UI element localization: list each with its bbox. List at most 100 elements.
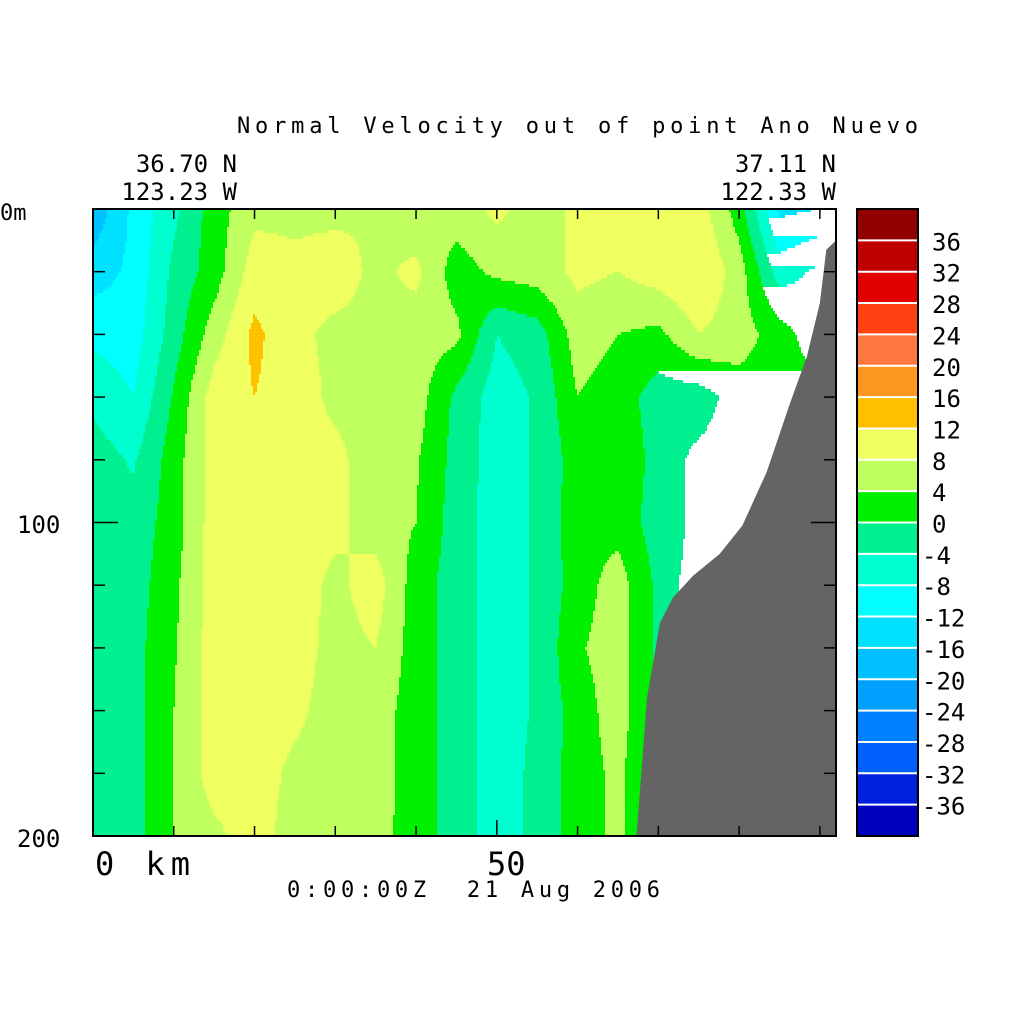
contour-cell <box>417 518 443 521</box>
contour-cell <box>327 230 343 233</box>
contour-cell <box>559 425 641 428</box>
contour-cell <box>561 506 641 509</box>
contour-cell <box>317 347 451 350</box>
contour-cell <box>417 506 443 509</box>
contour-cell <box>239 287 357 290</box>
contour-cell <box>397 707 437 710</box>
contour-cell <box>589 656 629 659</box>
contour-cell <box>165 320 185 323</box>
contour-cell <box>423 434 449 437</box>
contour-cell <box>93 305 145 308</box>
contour-cell <box>559 668 591 671</box>
contour-cell <box>149 596 179 599</box>
contour-cell <box>93 527 155 530</box>
contour-cell <box>93 293 97 296</box>
contour-cell <box>529 587 563 590</box>
contour-cell <box>735 227 749 230</box>
contour-cell <box>629 674 653 677</box>
contour-line <box>685 497 686 500</box>
contour-cell <box>155 527 183 530</box>
contour-cell <box>629 716 653 719</box>
contour-cell <box>445 269 483 272</box>
contour-cell <box>443 509 477 512</box>
contour-cell <box>175 701 201 704</box>
contour-cell <box>351 593 385 596</box>
contour-cell <box>507 350 549 353</box>
contour-cell <box>163 446 185 449</box>
contour-cell <box>385 590 405 593</box>
contour-cell <box>437 650 477 653</box>
contour-cell <box>561 539 645 542</box>
contour-cell <box>477 536 529 539</box>
contour-cell <box>613 341 673 344</box>
contour-cell <box>93 212 107 215</box>
contour-cell <box>477 521 529 524</box>
contour-cell <box>651 569 681 572</box>
contour-cell <box>405 284 419 287</box>
contour-cell <box>131 470 135 473</box>
contour-cell <box>593 620 629 623</box>
contour-cell <box>349 587 385 590</box>
contour-cell <box>365 632 379 635</box>
contour-cell <box>425 422 449 425</box>
contour-cell <box>565 263 723 266</box>
contour-cell <box>349 497 417 500</box>
contour-cell <box>145 689 175 692</box>
contour-cell <box>93 515 157 518</box>
contour-cell <box>741 251 755 254</box>
contour-cell <box>243 272 361 275</box>
contour-cell <box>565 326 645 329</box>
contour-cell <box>709 212 731 215</box>
contour-cell <box>643 497 685 500</box>
contour-cell <box>185 329 205 332</box>
contour-cell <box>151 560 181 563</box>
contour-cell <box>481 395 529 398</box>
contour-cell <box>413 527 443 530</box>
contour-cell <box>601 575 627 578</box>
contour-cell <box>203 338 225 341</box>
contour-cell <box>217 296 237 299</box>
contour-cell <box>437 668 477 671</box>
contour-cell <box>187 308 211 311</box>
contour-cell <box>259 320 325 323</box>
contour-cell <box>165 326 185 329</box>
contour-cell <box>93 266 121 269</box>
contour-cell <box>621 557 649 560</box>
contour-cell <box>93 584 149 587</box>
contour-cell <box>147 623 177 626</box>
contour-cell <box>349 464 419 467</box>
contour-cell <box>401 668 437 671</box>
contour-cell <box>317 329 461 332</box>
contour-cell <box>563 719 599 722</box>
contour-cell <box>259 374 321 377</box>
contour-cell <box>93 389 131 392</box>
contour-cell <box>581 389 643 392</box>
contour-cell <box>477 647 529 650</box>
contour-cell <box>145 722 173 725</box>
contour-cell <box>201 692 311 695</box>
contour-cell <box>359 248 451 251</box>
contour-cell <box>761 230 773 233</box>
contour-cell <box>477 530 529 533</box>
contour-cell <box>147 635 177 638</box>
contour-cell <box>135 467 161 470</box>
contour-cell <box>183 491 205 494</box>
contour-cell <box>455 344 475 347</box>
contour-cell <box>481 326 543 329</box>
contour-cell <box>731 215 745 218</box>
contour-cell <box>93 656 145 659</box>
contour-cell <box>151 230 175 233</box>
contour-cell <box>597 704 629 707</box>
contour-cell <box>445 488 477 491</box>
contour-cell <box>93 347 141 350</box>
contour-cell <box>529 506 561 509</box>
contour-cell <box>603 566 625 569</box>
contour-cell <box>189 299 215 302</box>
contour-cell <box>477 668 529 671</box>
contour-cell <box>167 431 187 434</box>
contour-cell <box>529 452 561 455</box>
contour-cell <box>185 323 207 326</box>
contour-cell <box>643 431 705 434</box>
contour-cell <box>585 647 629 650</box>
contour-cell <box>499 221 565 224</box>
